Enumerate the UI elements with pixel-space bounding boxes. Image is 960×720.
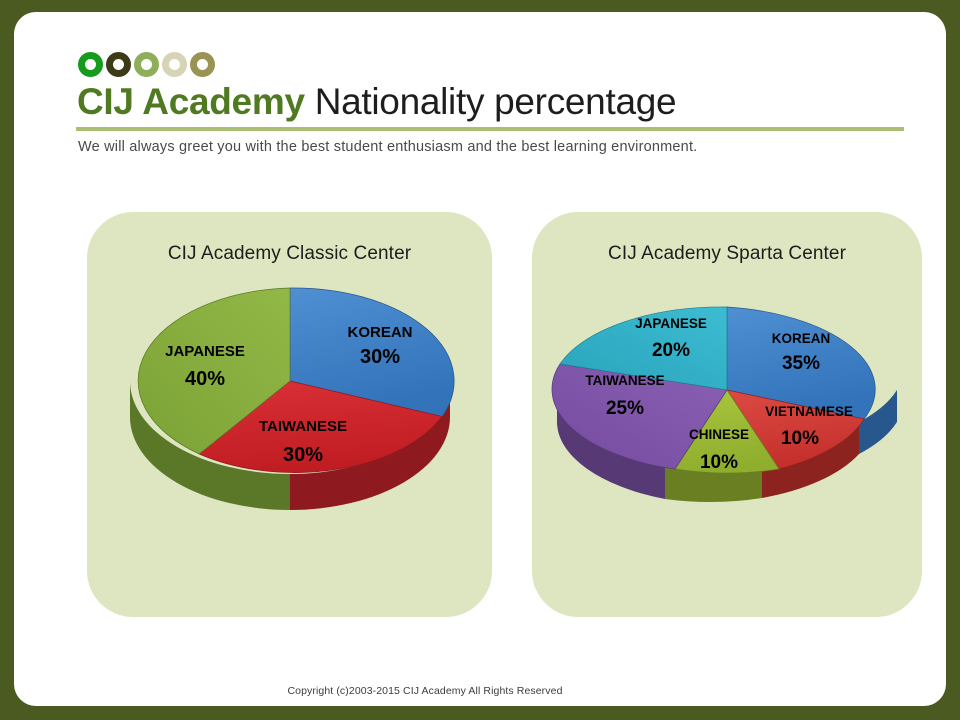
chart-panel-sparta: CIJ Academy Sparta Center [532,212,922,617]
logo-rings [78,52,914,77]
pie-classic-svg: KOREAN 30% TAIWANESE 30% JAPANESE 40% [129,287,454,510]
title-underline-rule [76,127,904,131]
pie-label-japanese-pct: 20% [652,340,690,361]
pie-label-korean-name: KOREAN [772,331,831,346]
pie-slice-korean [726,306,876,420]
pie-chart-sparta: KOREAN 35% VIETNAMESE 10% CHINESE 10% TA… [532,280,922,510]
pie-label-taiwanese-pct: 30% [282,444,322,466]
slide-canvas: CIJ Academy Nationality percentage We wi… [14,12,946,706]
logo-ring-dark-olive-icon [106,52,131,77]
pie-slice-japanese [137,287,290,455]
pie-slice-vietnamese [726,389,865,470]
pie-label-japanese-pct: 40% [184,368,224,390]
pie-slice-taiwanese [551,363,728,470]
pie-label-chinese-pct: 10% [700,452,738,473]
pie-label-japanese-name: JAPANESE [165,343,245,360]
slide-header: CIJ Academy Nationality percentage We wi… [64,52,914,155]
pie-label-taiwanese-pct: 25% [606,398,644,419]
pie-label-korean-name: KOREAN [347,324,412,341]
pie-label-chinese-name: CHINESE [689,427,749,442]
pie-slice-korean [289,287,454,417]
logo-ring-khaki-icon [190,52,215,77]
chart-panel-classic: CIJ Academy Classic Center [87,212,492,617]
logo-ring-beige-icon [162,52,187,77]
page-title-rest: Nationality percentage [304,81,677,122]
pie-label-taiwanese-name: TAIWANESE [585,373,664,388]
chart-title-classic: CIJ Academy Classic Center [167,243,412,264]
pie-label-korean-pct: 35% [782,353,820,374]
pie-sparta-slices [551,306,876,474]
footer-copyright: Copyright (c)2003-2015 CIJ Academy All R… [287,685,563,697]
pie-label-korean-pct: 30% [359,346,399,368]
logo-ring-leaf-icon [134,52,159,77]
pie-classic-labels: KOREAN 30% TAIWANESE 30% JAPANESE 40% [165,324,412,466]
pie-classic-slices [137,287,454,473]
pie-classic-depth [129,381,450,510]
chart-title-sparta: CIJ Academy Sparta Center [608,243,846,264]
pie-sparta-labels: KOREAN 35% VIETNAMESE 10% CHINESE 10% TA… [585,316,853,473]
pie-slice-chinese [674,389,780,474]
page-title-brand: CIJ Academy [77,81,305,122]
logo-ring-green-icon [78,52,103,77]
page-subtitle: We will always greet you with the best s… [78,139,698,155]
pie-label-vietnamese-name: VIETNAMESE [765,404,853,419]
pie-label-japanese-name: JAPANESE [635,316,707,331]
pie-slice-japanese [559,306,728,391]
pie-label-taiwanese-name: TAIWANESE [258,418,346,435]
pie-slice-taiwanese [198,380,443,473]
pie-sparta-svg: KOREAN 35% VIETNAMESE 10% CHINESE 10% TA… [551,306,897,502]
pie-chart-classic: KOREAN 30% TAIWANESE 30% JAPANESE 40% [87,284,492,534]
pie-label-vietnamese-pct: 10% [781,428,819,449]
page-title: CIJ Academy Nationality percentage [77,79,914,125]
